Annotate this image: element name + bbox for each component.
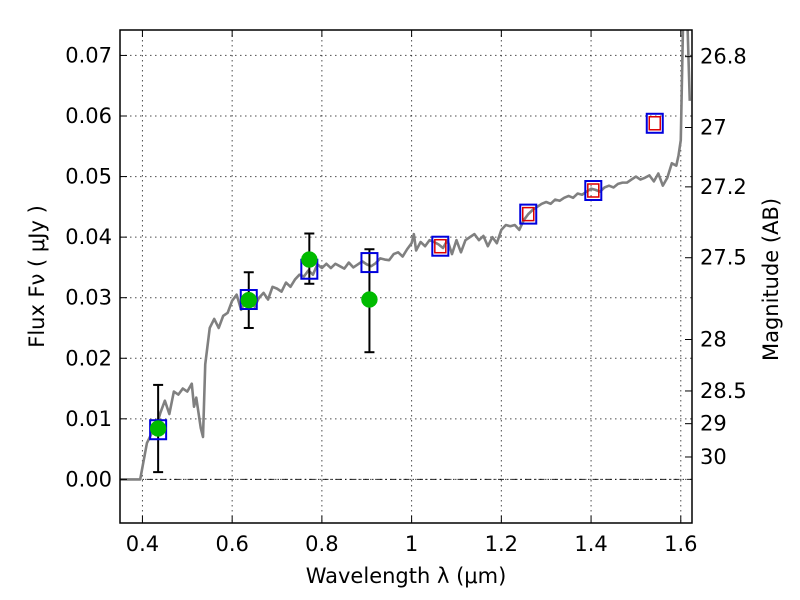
y-axis-label: Flux Fν ( μJy ) (25, 205, 49, 348)
plot-frame (119, 29, 693, 524)
x-tick-label: 1.6 (664, 532, 697, 556)
y-tick-label: 0.00 (65, 467, 112, 491)
y-tick-label: 0.07 (65, 43, 112, 67)
magnitude-tick-label: 27.2 (700, 175, 747, 199)
grid-layer (120, 30, 692, 523)
inner-photometry-box (587, 183, 600, 198)
model-photometry-box (519, 203, 538, 225)
observed-flux-point (361, 291, 378, 308)
x-tick-label: 1.2 (485, 532, 518, 556)
y-tick-label: 0.05 (65, 165, 112, 189)
model-photometry-box (431, 235, 450, 257)
inner-photometry-box (522, 206, 535, 222)
magnitude-tick-label: 27 (700, 116, 727, 140)
model-photometry-box (645, 112, 664, 134)
plot-frame-layer (119, 29, 693, 524)
y-tick-label: 0.01 (65, 407, 112, 431)
tick-label-layer: 0.4 0.6 0.8 1 1.2 1.4 1.6 0.00 0.01 0.02 0.03 0.04 0… (65, 43, 747, 556)
inner-photometry-box (648, 116, 662, 131)
magnitude-tick-label: 28 (700, 327, 727, 351)
y-tick-label: 0.03 (65, 286, 112, 310)
y-tick-label: 0.02 (65, 346, 112, 370)
magnitude-axis-label: Magnitude (AB) (759, 198, 783, 361)
axis-label-layer: Wavelength λ (μm) Flux Fν ( μJy ) Magnit… (25, 198, 783, 588)
model-spectrum-line (120, 30, 692, 481)
observed-flux-point (149, 420, 167, 437)
x-tick-label: 0.4 (126, 532, 159, 556)
inner-photometry-box (434, 238, 447, 254)
y-tick-label: 0.06 (65, 104, 112, 128)
observed-flux-point (240, 291, 258, 309)
magnitude-tick-label: 27.5 (700, 246, 747, 270)
x-tick-label: 0.8 (305, 532, 338, 556)
magnitude-tick-label: 26.8 (700, 45, 747, 69)
magnitude-tick-label: 29 (700, 412, 727, 436)
x-tick-label: 1 (405, 532, 418, 556)
marker-layer (149, 112, 664, 474)
x-tick-label: 1.4 (574, 532, 607, 556)
magnitude-tick-label: 28.5 (700, 379, 747, 403)
x-tick-label: 0.6 (215, 532, 248, 556)
y-tick-label: 0.04 (65, 225, 112, 249)
model-photometry-box (584, 179, 603, 201)
magnitude-tick-label: 30 (700, 445, 727, 469)
x-axis-label: Wavelength λ (μm) (306, 564, 507, 588)
observed-flux-point (301, 251, 318, 268)
model-spectrum-layer (120, 30, 692, 481)
model-photometry-box (360, 252, 379, 274)
